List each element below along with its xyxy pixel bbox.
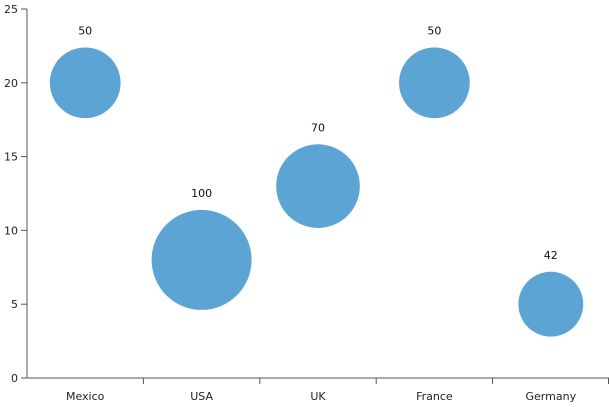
y-tick-label: 5 xyxy=(11,298,18,311)
bubble-france[interactable] xyxy=(399,47,470,119)
x-tick-label: UK xyxy=(310,390,326,403)
y-tick-label: 15 xyxy=(4,151,18,164)
data-label: 50 xyxy=(78,24,92,37)
x-tick-label: France xyxy=(416,390,453,403)
bubble-usa[interactable] xyxy=(151,209,252,310)
y-tick-label: 0 xyxy=(11,372,18,385)
bubble-layer xyxy=(49,47,584,337)
bubble-uk[interactable] xyxy=(276,144,360,228)
data-label: 100 xyxy=(191,187,212,200)
data-label: 42 xyxy=(544,249,558,262)
y-axis-ticks: 0 5 10 15 20 25 xyxy=(4,3,27,385)
data-label: 50 xyxy=(427,24,441,37)
data-label-layer: 50 100 70 50 42 xyxy=(78,24,558,261)
x-axis-ticks: Mexico USA UK France Germany xyxy=(66,378,609,403)
x-tick-label: USA xyxy=(190,390,213,403)
y-tick-label: 25 xyxy=(4,3,18,16)
x-tick-label: Mexico xyxy=(66,390,105,403)
data-label: 70 xyxy=(311,121,325,134)
y-tick-label: 10 xyxy=(4,224,18,237)
bubble-germany[interactable] xyxy=(518,271,584,337)
axes xyxy=(26,9,609,379)
y-tick-label: 20 xyxy=(4,77,18,90)
x-tick-label: Germany xyxy=(526,390,577,403)
bubble-mexico[interactable] xyxy=(49,47,121,119)
